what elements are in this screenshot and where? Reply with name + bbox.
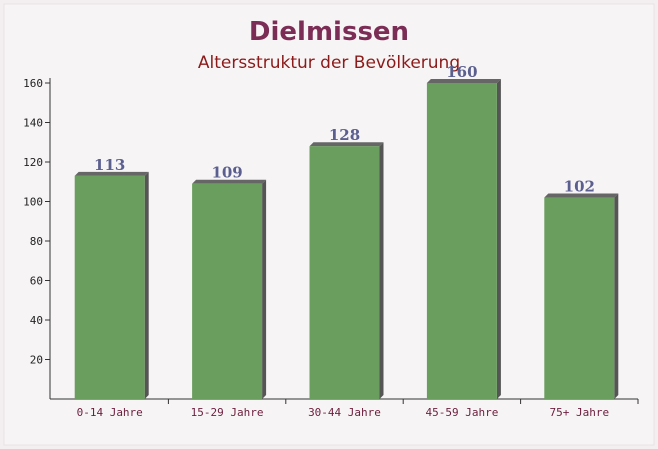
bar-shadow (262, 179, 267, 399)
value-label: 102 (564, 178, 595, 196)
bar-shadow (426, 79, 501, 83)
bar (309, 146, 380, 399)
bar (192, 183, 263, 399)
bar-shadow (74, 171, 149, 176)
bar (544, 197, 615, 399)
value-label: 113 (94, 156, 125, 174)
value-label: 160 (446, 63, 477, 81)
bar-shadow (309, 142, 384, 147)
y-tick-label: 160 (23, 77, 43, 90)
bar-shadow (144, 171, 149, 399)
x-tick-label: 15-29 Jahre (191, 406, 264, 419)
y-tick-label: 120 (23, 156, 43, 169)
x-tick-label: 0-14 Jahre (77, 406, 143, 419)
y-tick-label: 20 (30, 354, 43, 367)
bar-shadow (496, 79, 501, 399)
bar-shadow (192, 179, 267, 184)
y-tick-label: 40 (30, 314, 43, 327)
y-tick-label: 60 (30, 275, 43, 288)
bar-shadow (544, 193, 619, 198)
y-tick-label: 100 (23, 196, 43, 209)
value-label: 109 (211, 164, 242, 182)
bar (74, 175, 145, 399)
bar (426, 83, 497, 399)
y-tick-label: 140 (23, 117, 43, 130)
x-tick-label: 75+ Jahre (549, 406, 609, 419)
bar-shadow (614, 193, 619, 399)
x-tick-label: 45-59 Jahre (425, 406, 498, 419)
value-label: 128 (329, 126, 360, 144)
x-tick-label: 30-44 Jahre (308, 406, 381, 419)
y-tick-label: 80 (30, 235, 43, 248)
bar-shadow (379, 142, 384, 399)
chart-subtitle: Altersstruktur der Bevölkerung (198, 53, 460, 73)
chart-title: Dielmissen (249, 17, 409, 47)
